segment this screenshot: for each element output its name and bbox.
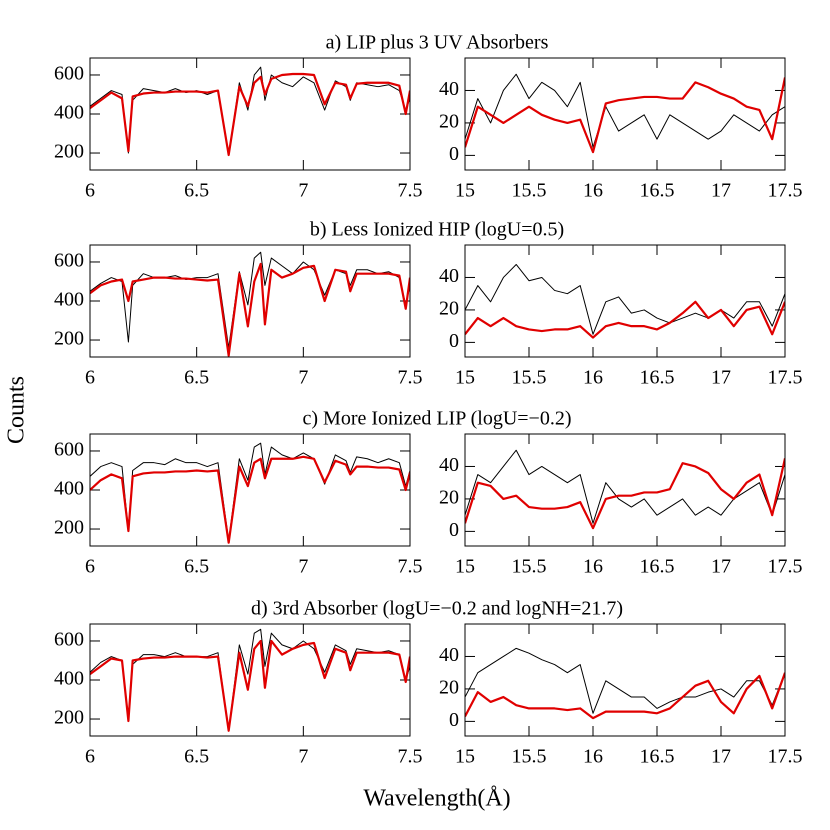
panel-title: b) Less Ionized HIP (logU=0.5) (310, 219, 564, 241)
spectrum-line (465, 77, 785, 154)
panel-frame (464, 57, 786, 171)
y-tick-label: 200 (54, 707, 84, 729)
panel-frame (464, 623, 786, 737)
y-tick-label: 20 (439, 487, 459, 509)
x-tick-label: 17 (711, 180, 731, 202)
y-tick-label: 600 (54, 250, 84, 272)
y-tick-label: 20 (439, 111, 459, 133)
x-tick-label: 7 (298, 746, 308, 768)
x-tick-label: 15 (455, 746, 475, 768)
spectrum-line (90, 251, 410, 349)
x-tick-label: 15.5 (512, 367, 547, 389)
x-tick-label: 15 (455, 367, 475, 389)
x-tick-label: 16.5 (640, 367, 675, 389)
y-tick-label: 600 (54, 63, 84, 85)
panel-frame (89, 623, 411, 737)
spectrum-line (90, 72, 410, 157)
x-tick-label: 17 (711, 367, 731, 389)
panel-title: a) LIP plus 3 UV Absorbers (326, 32, 549, 54)
y-tick-label: 20 (439, 677, 459, 699)
x-axis-label: Wavelength(Å) (363, 786, 510, 812)
x-tick-label: 7.5 (398, 746, 423, 768)
x-tick-label: 7 (298, 180, 308, 202)
x-tick-label: 6.5 (184, 746, 209, 768)
y-tick-label: 0 (449, 519, 459, 541)
y-tick-label: 20 (439, 298, 459, 320)
spectrum-line (465, 263, 785, 335)
x-tick-label: 6 (85, 746, 95, 768)
y-tick-label: 600 (54, 629, 84, 651)
x-tick-label: 16 (583, 556, 603, 578)
y-tick-label: 400 (54, 289, 84, 311)
x-tick-label: 6 (85, 180, 95, 202)
x-tick-label: 7.5 (398, 367, 423, 389)
spectrum-line (465, 647, 785, 714)
spectrum-line (90, 66, 410, 156)
spectrum-line (465, 672, 785, 720)
y-tick-label: 200 (54, 328, 84, 350)
panel-frame (89, 57, 411, 171)
x-tick-label: 15 (455, 556, 475, 578)
y-tick-label: 400 (54, 102, 84, 124)
x-tick-label: 17.5 (768, 556, 803, 578)
y-tick-label: 40 (439, 265, 459, 287)
spectrum-line (90, 442, 410, 542)
x-tick-label: 16.5 (640, 746, 675, 768)
spectrum-line (465, 458, 785, 530)
y-tick-label: 600 (54, 439, 84, 461)
x-tick-label: 7.5 (398, 180, 423, 202)
x-tick-label: 17 (711, 746, 731, 768)
x-tick-label: 7.5 (398, 556, 423, 578)
spectrum-line (465, 300, 785, 339)
x-tick-label: 15.5 (512, 556, 547, 578)
y-tick-label: 200 (54, 141, 84, 163)
x-tick-label: 7 (298, 367, 308, 389)
y-tick-label: 0 (449, 709, 459, 731)
spectrum-line (90, 262, 410, 357)
x-tick-label: 6.5 (184, 367, 209, 389)
y-tick-label: 200 (54, 517, 84, 539)
x-tick-label: 17.5 (768, 367, 803, 389)
y-tick-label: 0 (449, 143, 459, 165)
y-tick-label: 400 (54, 668, 84, 690)
x-tick-label: 16.5 (640, 556, 675, 578)
x-tick-label: 17.5 (768, 746, 803, 768)
panel-frame (89, 244, 411, 358)
panel-title: c) More Ionized LIP (logU=−0.2) (303, 408, 572, 430)
x-tick-label: 17 (711, 556, 731, 578)
spectrum-line (90, 628, 410, 732)
panel-frame (464, 244, 786, 358)
panel-title: d) 3rd Absorber (logU=−0.2 and logNH=21.… (251, 598, 623, 620)
spectrum-line (465, 73, 785, 148)
y-tick-label: 40 (439, 454, 459, 476)
x-tick-label: 6.5 (184, 180, 209, 202)
spectrum-line (90, 639, 410, 732)
x-tick-label: 16 (583, 746, 603, 768)
x-tick-label: 6.5 (184, 556, 209, 578)
y-tick-label: 40 (439, 78, 459, 100)
x-tick-label: 6 (85, 367, 95, 389)
x-tick-label: 16 (583, 367, 603, 389)
y-tick-label: 40 (439, 644, 459, 666)
y-tick-label: 400 (54, 478, 84, 500)
x-tick-label: 16 (583, 180, 603, 202)
y-axis-label: Counts (4, 376, 30, 444)
x-tick-label: 6 (85, 556, 95, 578)
x-tick-label: 17.5 (768, 180, 803, 202)
x-tick-label: 7 (298, 556, 308, 578)
x-tick-label: 15.5 (512, 746, 547, 768)
x-tick-label: 15 (455, 180, 475, 202)
panel-frame (89, 433, 411, 547)
x-tick-label: 15.5 (512, 180, 547, 202)
y-tick-label: 0 (449, 330, 459, 352)
panel-frame (464, 433, 786, 547)
spectrum-line (90, 455, 410, 544)
spectrum-line (465, 449, 785, 524)
x-tick-label: 16.5 (640, 180, 675, 202)
